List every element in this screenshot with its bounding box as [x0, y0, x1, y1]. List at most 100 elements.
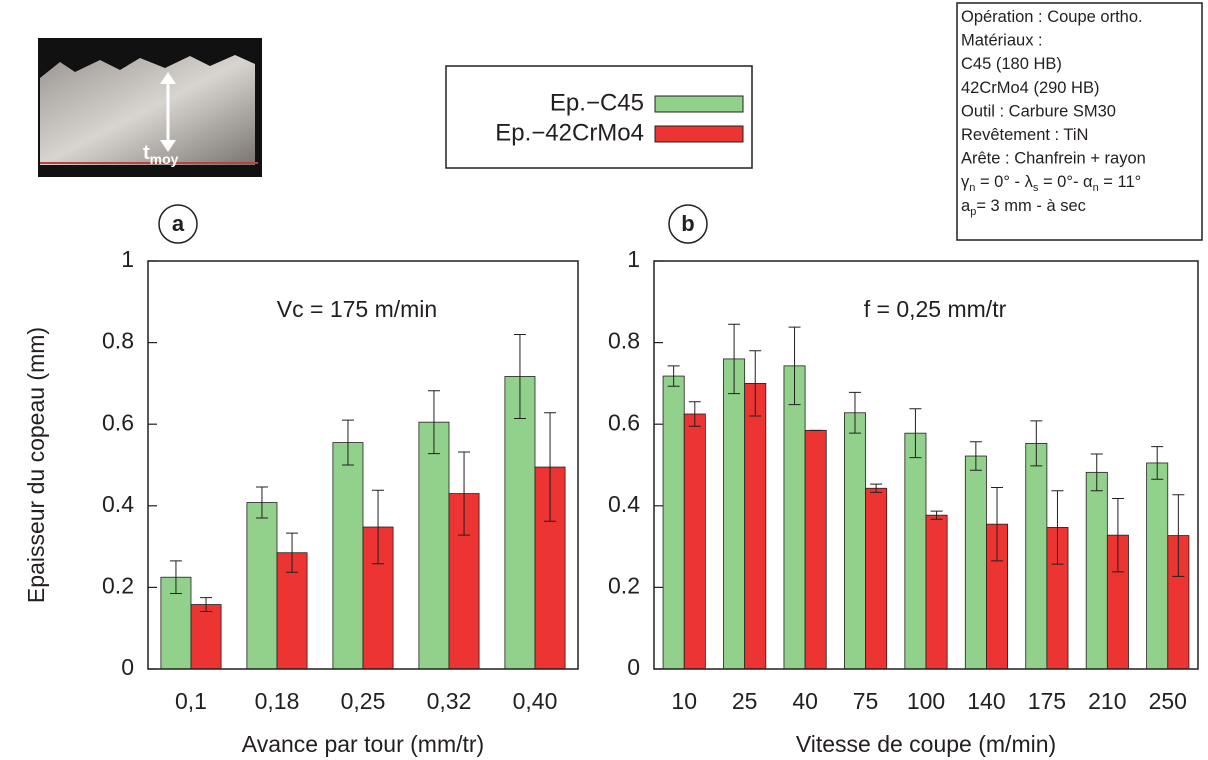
inset-photo: tmoy	[38, 38, 262, 177]
bar	[1085, 471, 1108, 670]
x-axis-label: Avance par tour (mm/tr)	[242, 731, 484, 757]
error-bar	[991, 486, 1004, 562]
info-subscript: p	[970, 206, 976, 218]
y-tick-label: 1	[627, 246, 640, 272]
y-tick-label: 0.4	[608, 491, 640, 517]
error-bar	[969, 441, 982, 471]
legend-label: Ep.−42CrMo4	[495, 119, 644, 146]
x-tick-label: 100	[907, 688, 945, 714]
y-tick-label: 0.6	[608, 409, 640, 435]
info-line: Matériaux :	[961, 32, 1043, 50]
x-tick-label: 250	[1149, 688, 1187, 714]
bar	[723, 358, 746, 670]
error-bar	[513, 333, 526, 419]
info-lines: Opération : Coupe ortho. Matériaux : C45 (…	[961, 8, 1146, 218]
panel-label: b	[681, 211, 694, 236]
x-tick-label: 0,18	[255, 688, 300, 714]
legend-swatch	[654, 95, 744, 113]
error-bar	[1172, 494, 1185, 577]
bar	[964, 455, 987, 670]
info-text: Arête : Chanfrein + rayon	[961, 150, 1146, 168]
error-bar	[870, 483, 883, 493]
y-tick-label: 0	[121, 654, 134, 680]
info-text: Matériaux :	[961, 32, 1043, 50]
plot-frame	[147, 260, 579, 670]
x-tick-label: 25	[732, 688, 758, 714]
bar	[190, 604, 222, 670]
info-text: Revêtement : TiN	[961, 126, 1088, 144]
info-line: Arête : Chanfrein + rayon	[961, 150, 1146, 168]
error-bar	[200, 597, 213, 612]
info-text: Outil : Carbure SM30	[961, 102, 1116, 120]
info-line: 42CrMo4 (290 HB)	[961, 79, 1099, 97]
error-bar	[1030, 420, 1043, 467]
y-tick-label: 0.8	[102, 328, 134, 354]
error-bar	[688, 401, 701, 427]
bar	[925, 514, 948, 670]
error-bar	[1051, 490, 1064, 565]
y-tick-label: 0	[627, 654, 640, 680]
x-axis-label: Vitesse de coupe (m/min)	[796, 731, 1056, 757]
x-tick-label: 0,32	[427, 688, 472, 714]
x-tick-label: 0,1	[175, 688, 207, 714]
error-bar	[544, 412, 557, 522]
info-text: = 0°- α	[1038, 173, 1093, 191]
info-text: γ	[961, 173, 970, 191]
info-line: ap= 3 mm - à sec	[961, 197, 1086, 218]
error-bar	[930, 510, 943, 520]
bar	[683, 413, 706, 670]
info-line: Revêtement : TiN	[961, 126, 1088, 144]
bar	[1146, 462, 1169, 670]
info-text: C45 (180 HB)	[961, 55, 1062, 73]
error-bar	[909, 408, 922, 459]
info-text: = 11°	[1099, 173, 1142, 191]
legend-label: Ep.−C45	[550, 89, 644, 116]
error-bar	[728, 323, 741, 395]
bar	[1025, 442, 1048, 670]
info-line: Opération : Coupe ortho.	[961, 8, 1143, 26]
y-tick-label: 1	[121, 246, 134, 272]
x-tick-label: 210	[1088, 688, 1126, 714]
info-text: = 3 mm - à sec	[976, 197, 1086, 215]
inset-label: tmoy	[143, 142, 179, 166]
error-bar	[788, 326, 801, 406]
bar	[904, 432, 927, 670]
annotation: Vc = 175 m/min	[277, 296, 437, 322]
error-bar	[286, 532, 299, 573]
error-bar	[848, 391, 861, 434]
inset-label-main: t	[143, 142, 150, 164]
error-bar	[341, 419, 354, 466]
error-bar	[255, 486, 268, 519]
error-bar	[1111, 497, 1124, 573]
x-tick-label: 10	[671, 688, 697, 714]
bar	[844, 412, 866, 670]
x-tick-label: 0,40	[513, 688, 558, 714]
info-text: 42CrMo4 (290 HB)	[961, 79, 1099, 97]
info-line: γn = 0° - λs = 0°- αn = 11°	[961, 173, 1141, 194]
info-line: C45 (180 HB)	[961, 55, 1062, 73]
annotation: f = 0,25 mm/tr	[864, 296, 1007, 322]
error-bar	[169, 560, 182, 595]
x-tick-label: 0,25	[341, 688, 386, 714]
legend	[445, 65, 753, 169]
error-bar	[749, 350, 762, 417]
y-axis-label: Epaisseur du copeau (mm)	[23, 327, 49, 603]
bar	[418, 421, 450, 670]
y-tick-label: 0.6	[102, 409, 134, 435]
y-tick-label: 0.4	[102, 491, 134, 517]
bar	[865, 487, 888, 670]
info-text: a	[961, 197, 971, 215]
error-bar	[1151, 446, 1164, 480]
panel-marker	[668, 204, 708, 244]
info-subscript: n	[1093, 182, 1099, 194]
error-bar	[667, 365, 680, 387]
bar	[783, 365, 806, 670]
legend-items: Ep.−C45 Ep.−42CrMo4	[495, 89, 744, 146]
bar	[504, 376, 536, 670]
y-tick-label: 0.2	[608, 572, 640, 598]
bar	[332, 442, 364, 670]
info-line: Outil : Carbure SM30	[961, 102, 1116, 120]
info-text: = 0° - λ	[975, 173, 1033, 191]
info-text: Opération : Coupe ortho.	[961, 8, 1143, 26]
